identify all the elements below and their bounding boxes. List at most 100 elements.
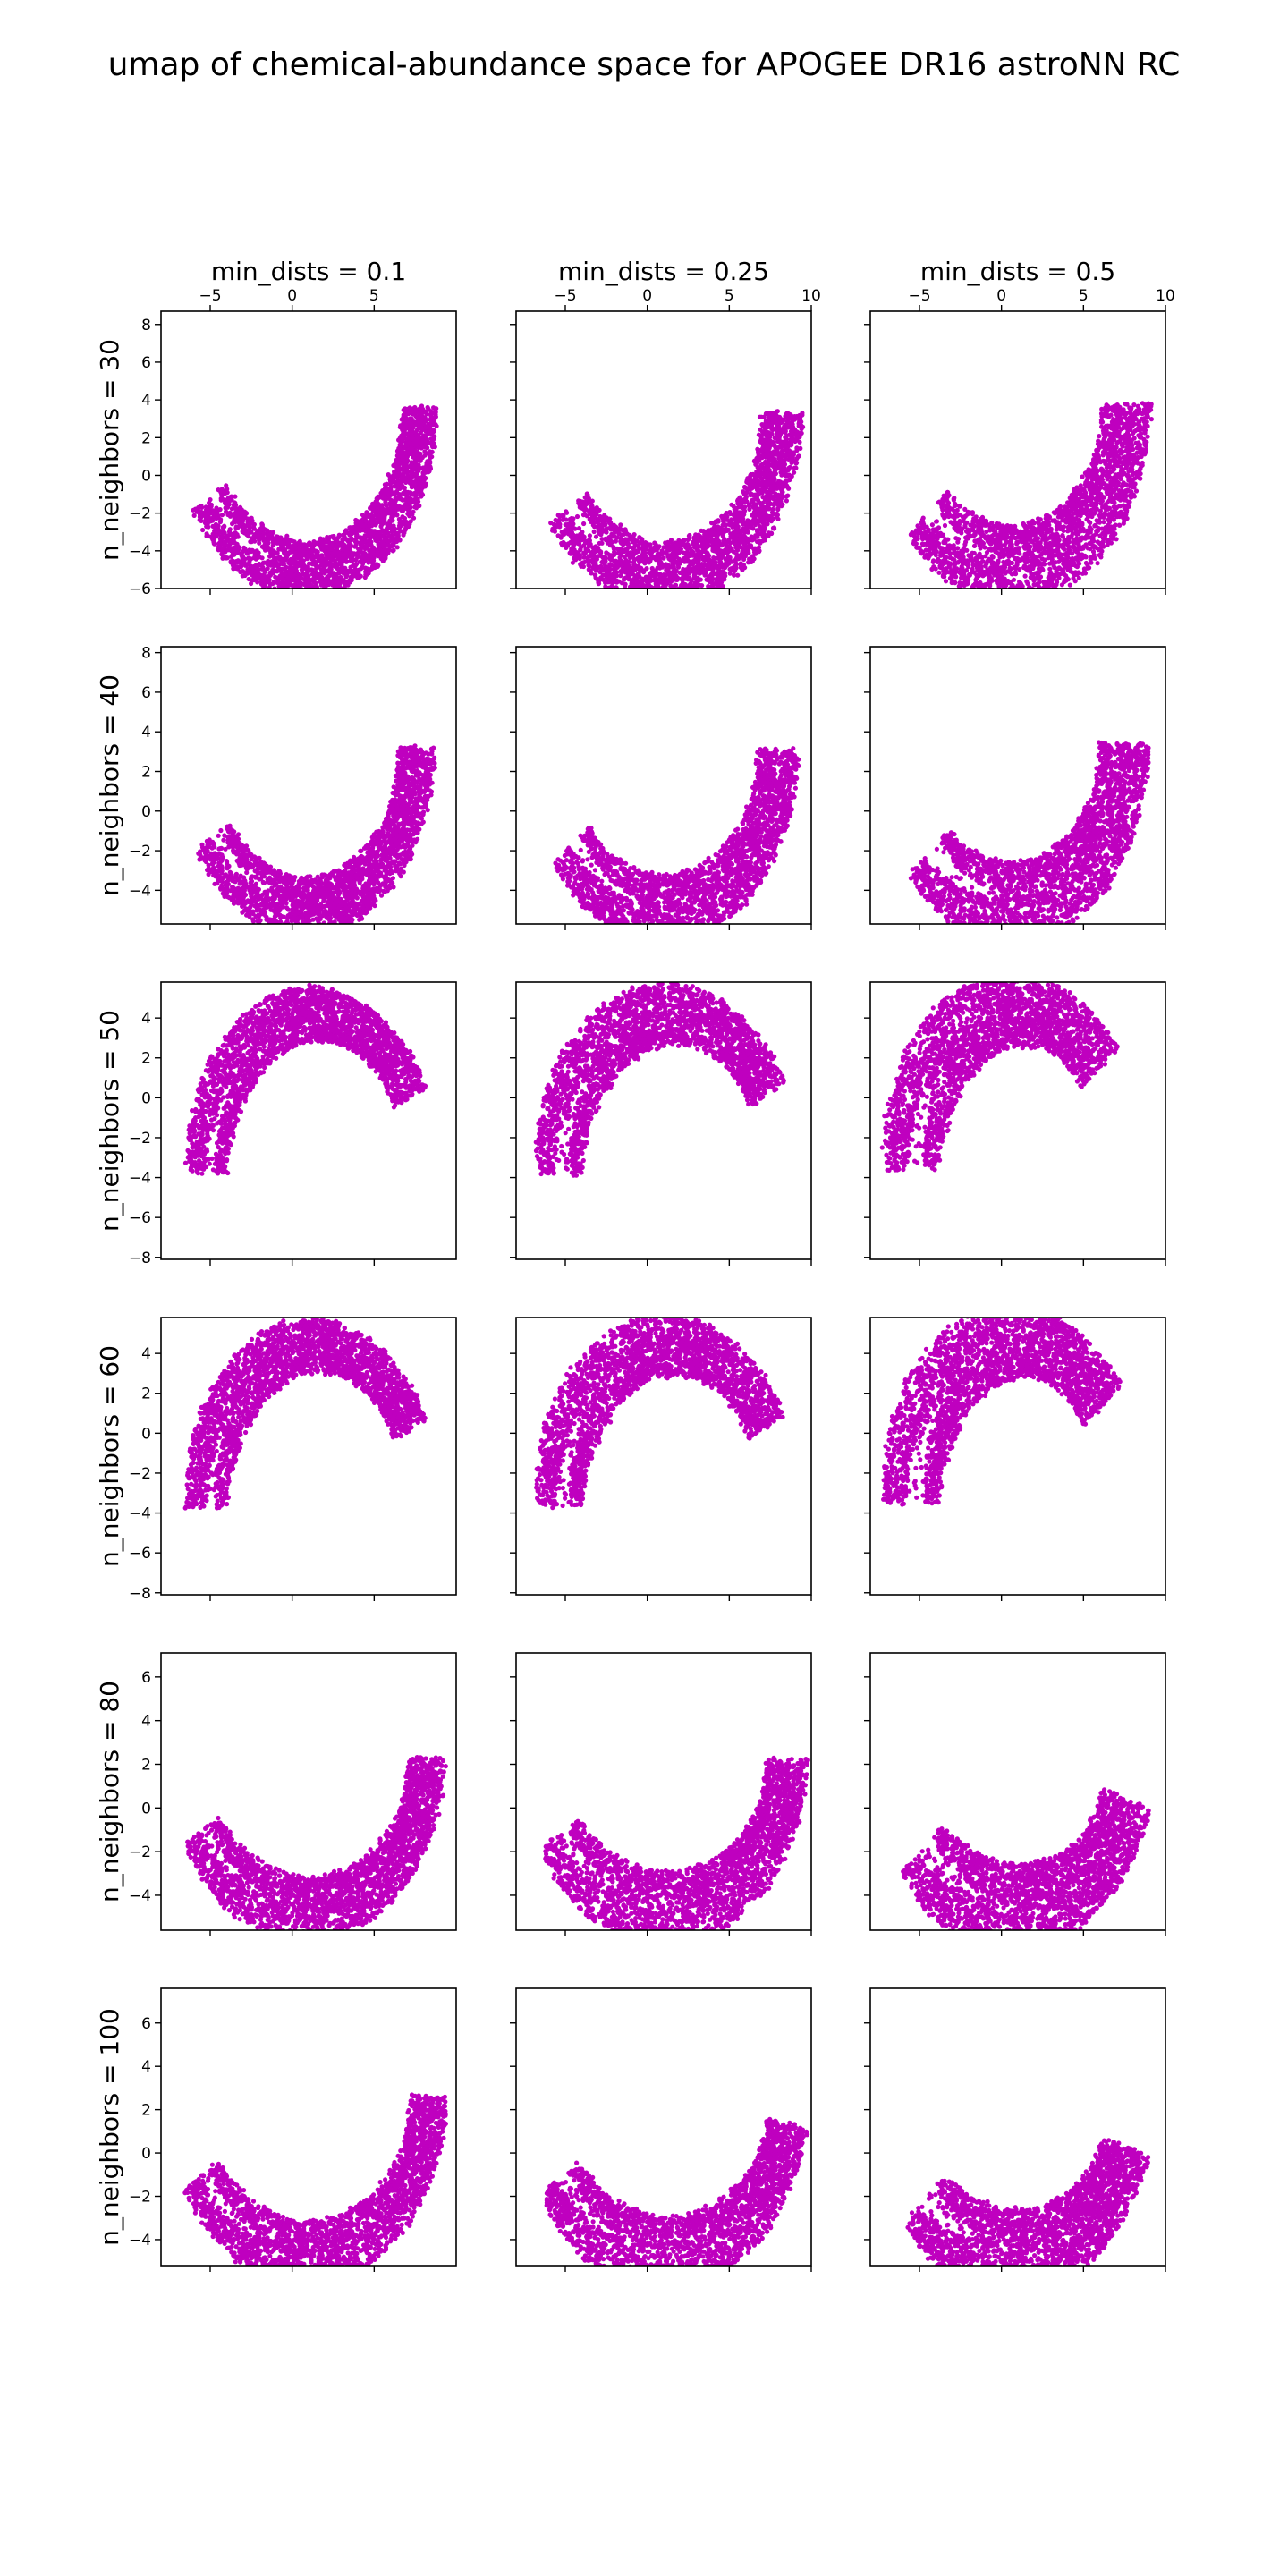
scatter-point bbox=[249, 515, 254, 521]
scatter-point bbox=[314, 595, 318, 599]
scatter-point bbox=[388, 525, 394, 530]
scatter-point bbox=[635, 549, 640, 555]
scatter-point bbox=[392, 508, 397, 513]
scatter-point bbox=[402, 445, 407, 451]
scatter-point bbox=[368, 559, 373, 564]
scatter-point bbox=[423, 409, 428, 414]
scatter-point bbox=[694, 555, 699, 561]
scatter-point bbox=[252, 555, 258, 561]
scatter-point bbox=[299, 572, 305, 577]
scatter-point bbox=[216, 513, 221, 519]
scatter-point bbox=[780, 495, 785, 500]
scatter-point bbox=[666, 592, 671, 597]
scatter-point bbox=[564, 517, 569, 522]
scatter-points bbox=[548, 409, 806, 606]
scatter-point bbox=[292, 539, 297, 545]
scatter-point bbox=[211, 508, 216, 513]
scatter-point bbox=[219, 547, 225, 554]
scatter-point bbox=[356, 575, 362, 580]
scatter-point bbox=[393, 526, 398, 532]
scatter-point bbox=[613, 563, 618, 568]
scatter-point bbox=[618, 522, 623, 528]
scatter-point bbox=[774, 409, 780, 414]
scatter-point bbox=[739, 520, 745, 525]
scatter-point bbox=[665, 580, 670, 585]
scatter-point bbox=[747, 506, 752, 513]
scatter-point bbox=[227, 495, 233, 500]
scatter-point bbox=[727, 510, 733, 515]
scatter-point bbox=[687, 597, 691, 601]
scatter-point bbox=[744, 490, 750, 496]
scatter-point bbox=[714, 531, 720, 537]
scatter-point bbox=[564, 509, 569, 514]
scatter-point bbox=[665, 600, 670, 605]
scatter-point bbox=[277, 536, 283, 541]
scatter-point bbox=[413, 410, 419, 415]
scatter-point bbox=[318, 572, 324, 577]
scatter-point bbox=[425, 461, 430, 466]
scatter-point bbox=[430, 445, 436, 450]
scatter-point bbox=[747, 502, 752, 507]
scatter-point bbox=[661, 545, 666, 550]
scatter-point bbox=[408, 490, 413, 496]
scatter-point bbox=[355, 550, 360, 555]
scatter-point bbox=[256, 550, 261, 555]
scatter-point bbox=[757, 453, 762, 459]
scatter-point bbox=[749, 522, 754, 529]
scatter-point bbox=[581, 550, 587, 555]
scatter-point bbox=[746, 544, 751, 549]
scatter-point bbox=[275, 568, 281, 573]
scatter-point bbox=[771, 525, 777, 530]
scatter-point bbox=[391, 473, 396, 479]
scatter-point bbox=[766, 517, 771, 523]
scatter-point bbox=[220, 534, 225, 539]
scatter-point bbox=[665, 598, 669, 603]
y-tick-label: 6 bbox=[141, 354, 151, 372]
scatter-point bbox=[350, 572, 355, 578]
scatter-point bbox=[681, 601, 685, 606]
scatter-point bbox=[786, 467, 792, 472]
scatter-point bbox=[755, 479, 760, 484]
scatter-point bbox=[620, 528, 625, 533]
scatter-point bbox=[411, 464, 417, 470]
scatter-point bbox=[311, 541, 317, 547]
scatter-point bbox=[309, 589, 313, 593]
scatter-point bbox=[283, 570, 288, 576]
scatter-point bbox=[411, 515, 417, 521]
scatter-point bbox=[732, 572, 737, 578]
scatter-point bbox=[401, 458, 406, 464]
scatter-point bbox=[576, 534, 581, 539]
scatter-point bbox=[597, 529, 603, 534]
column-titles: min_dists = 0.1 min_dists = 0.25 min_dis… bbox=[211, 257, 1115, 286]
scatter-point bbox=[378, 523, 384, 530]
scatter-point bbox=[258, 529, 263, 534]
scatter-point bbox=[706, 590, 710, 595]
scatter-point bbox=[419, 491, 425, 496]
scatter-point bbox=[413, 474, 419, 479]
scatter-point bbox=[720, 519, 726, 524]
scatter-point bbox=[238, 569, 243, 575]
scatter-point bbox=[761, 414, 767, 419]
scatter-point bbox=[587, 499, 592, 504]
scatter-point bbox=[717, 554, 724, 559]
scatter-point bbox=[749, 534, 754, 539]
scatter-point bbox=[225, 547, 231, 553]
row-label-n-neighbors-60: n_neighbors = 60 bbox=[95, 1345, 124, 1567]
scatter-point bbox=[403, 406, 409, 412]
scatter-point bbox=[289, 571, 294, 576]
scatter-point bbox=[771, 511, 776, 517]
scatter-point bbox=[722, 550, 727, 555]
scatter-point bbox=[637, 567, 642, 572]
scatter-point bbox=[422, 449, 428, 454]
scatter-point bbox=[555, 513, 561, 518]
scatter-point bbox=[623, 557, 629, 564]
scatter-point bbox=[415, 479, 420, 484]
scatter-point bbox=[632, 589, 637, 593]
scatter-point bbox=[326, 589, 330, 593]
scatter-point bbox=[233, 520, 238, 525]
scatter-point bbox=[782, 466, 787, 472]
scatter-point bbox=[776, 479, 782, 484]
scatter-point bbox=[305, 589, 309, 594]
scatter-point bbox=[743, 528, 749, 533]
